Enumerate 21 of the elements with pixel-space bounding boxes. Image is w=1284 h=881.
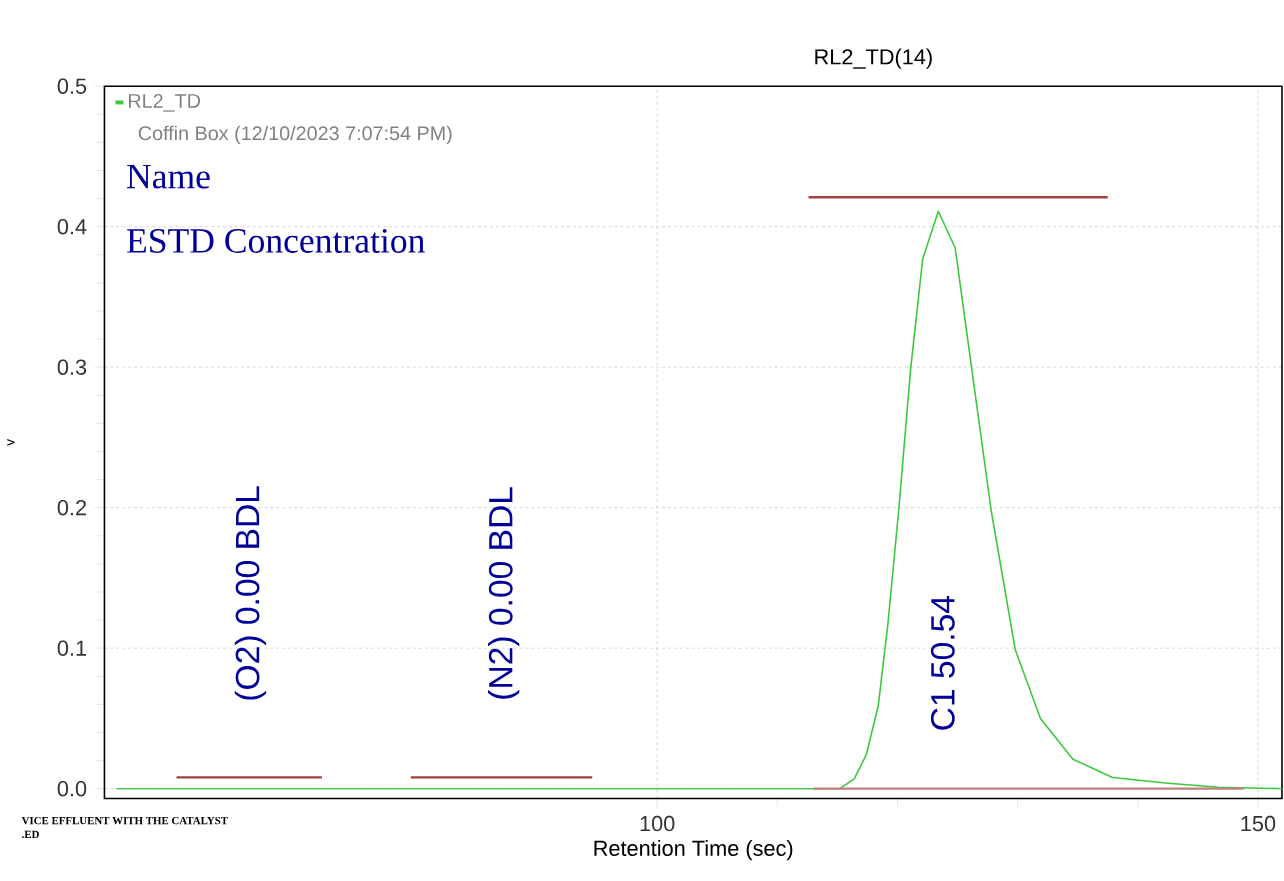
chart-title: RL2_TD(14) (815, 48, 932, 69)
y-tick-label: 0.1 (57, 640, 87, 656)
x-tick-label: 150 (1241, 815, 1276, 832)
annotation: ESTD Concentration (127, 229, 425, 253)
y-tick-label: 0.0 (57, 781, 87, 797)
text: VICE EFFLUENT WITH THE CATALYST (21, 816, 228, 825)
y-tick-label: 0.2 (57, 500, 86, 516)
line-series (115, 210, 1282, 790)
annotation: (O2) 0.00 BDL (234, 486, 267, 700)
x-tick-label: 100 (640, 815, 675, 832)
y-axis-title: v (7, 438, 15, 446)
annotation: Name (127, 164, 210, 189)
annotation: Coffin Box (12/10/2023 7:07:54 PM) (138, 125, 452, 145)
y-tick-label: 0.4 (57, 219, 87, 235)
annotation: C1 50.54 (930, 596, 955, 730)
y-tick-label: 0.3 (57, 359, 87, 375)
x-axis-title: Retention Time (sec) (594, 840, 793, 861)
legend-label: RL2_TD (129, 93, 201, 112)
y-tick-label: 0.5 (57, 78, 87, 94)
text: .ED (22, 830, 39, 839)
annotation: (N2) 0.00 BDL (487, 487, 520, 699)
